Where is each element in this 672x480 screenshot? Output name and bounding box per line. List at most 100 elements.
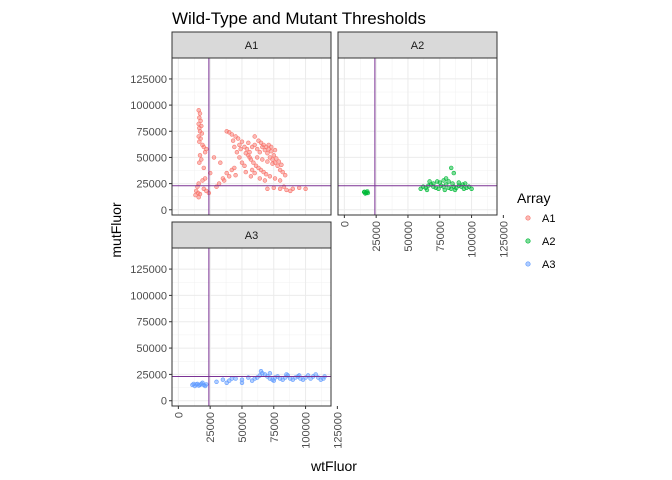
data-point bbox=[269, 144, 274, 150]
data-point bbox=[237, 155, 242, 160]
data-point bbox=[214, 379, 219, 384]
data-point bbox=[233, 376, 238, 381]
strip-A2 bbox=[337, 31, 498, 59]
data-point bbox=[216, 181, 222, 186]
data-point bbox=[202, 150, 208, 155]
strip-label: A1 bbox=[245, 40, 258, 52]
y-tick-label: 125000 bbox=[130, 264, 167, 276]
data-point bbox=[199, 131, 205, 136]
y-tick-label: 125000 bbox=[130, 74, 167, 86]
legend-item-A1: A1 bbox=[525, 213, 555, 225]
data-point bbox=[220, 377, 226, 382]
data-point bbox=[303, 186, 308, 192]
data-point bbox=[197, 160, 202, 165]
y-tick-label: 75000 bbox=[136, 126, 167, 138]
data-point bbox=[267, 371, 273, 376]
data-point bbox=[271, 153, 276, 158]
panels: A1 0 25000 50000 75000 100000 125000 A2 0 25000 50… bbox=[130, 31, 510, 449]
legend-key bbox=[525, 238, 531, 244]
y-tick-label: 100000 bbox=[130, 100, 167, 112]
data-point bbox=[277, 178, 283, 183]
data-point bbox=[211, 155, 217, 160]
data-point bbox=[283, 173, 288, 178]
data-point bbox=[222, 178, 227, 183]
data-point bbox=[442, 187, 447, 193]
data-point bbox=[246, 140, 251, 146]
data-point bbox=[446, 179, 451, 184]
data-point bbox=[234, 150, 240, 155]
data-point bbox=[313, 372, 318, 377]
data-point bbox=[280, 169, 285, 175]
data-point bbox=[233, 173, 238, 178]
data-point bbox=[272, 147, 278, 153]
legend-item-A3: A3 bbox=[525, 259, 555, 271]
legend-key bbox=[525, 215, 531, 221]
data-point bbox=[284, 372, 289, 377]
data-point bbox=[361, 189, 367, 195]
legend-label: A3 bbox=[542, 259, 555, 271]
data-point bbox=[197, 111, 203, 116]
data-point bbox=[243, 151, 249, 156]
data-point bbox=[239, 139, 245, 144]
data-point bbox=[235, 136, 241, 141]
data-point bbox=[469, 186, 474, 192]
data-point bbox=[265, 151, 270, 156]
data-point bbox=[436, 186, 441, 192]
data-point bbox=[197, 153, 203, 158]
data-point bbox=[452, 187, 458, 193]
data-point bbox=[252, 134, 257, 139]
data-point bbox=[365, 190, 371, 196]
data-point bbox=[197, 139, 202, 144]
data-point bbox=[193, 192, 198, 198]
legend-item-A2: A2 bbox=[525, 236, 555, 248]
y-tick-label: 100000 bbox=[130, 290, 167, 302]
data-point bbox=[269, 149, 274, 154]
data-point bbox=[284, 187, 289, 193]
x-tick-label: 0 bbox=[173, 412, 185, 418]
data-point bbox=[227, 130, 232, 135]
data-point bbox=[239, 160, 245, 165]
data-point bbox=[248, 174, 254, 179]
strip-label: A2 bbox=[411, 40, 424, 52]
data-point bbox=[201, 165, 207, 171]
data-point bbox=[237, 142, 242, 148]
x-tick-label: 75000 bbox=[435, 221, 447, 252]
y-tick-label: 25000 bbox=[136, 369, 167, 381]
data-point bbox=[271, 378, 276, 383]
data-point bbox=[443, 176, 449, 181]
legend-key bbox=[525, 261, 531, 267]
data-point bbox=[262, 178, 268, 183]
y-tick-label: 0 bbox=[161, 396, 167, 408]
data-point bbox=[239, 380, 245, 385]
data-point bbox=[270, 157, 275, 162]
data-point bbox=[232, 144, 237, 150]
data-point bbox=[197, 191, 203, 197]
y-tick-label: 50000 bbox=[136, 343, 167, 355]
data-point bbox=[424, 187, 430, 193]
legend-title: Array bbox=[517, 190, 550, 206]
data-point bbox=[252, 170, 257, 176]
data-point bbox=[257, 150, 262, 155]
data-point bbox=[230, 138, 236, 143]
data-point bbox=[198, 118, 203, 124]
panel-border bbox=[171, 247, 332, 407]
data-point bbox=[271, 185, 276, 191]
data-point bbox=[272, 176, 278, 181]
panel-border bbox=[171, 57, 332, 216]
legend-label: A1 bbox=[542, 213, 555, 225]
data-point bbox=[247, 155, 252, 160]
data-point bbox=[244, 146, 250, 152]
x-tick-label: 100000 bbox=[467, 221, 479, 258]
panel-border bbox=[337, 57, 498, 216]
panel-A2: A2 0 25000 50000 75000 100000 125000 bbox=[337, 31, 510, 258]
data-point bbox=[263, 172, 269, 177]
data-point bbox=[232, 165, 237, 171]
panel-A1: A1 0 25000 50000 75000 100000 125000 bbox=[130, 31, 332, 217]
strip-A3 bbox=[171, 221, 332, 249]
y-axis-title: mutFluor bbox=[108, 202, 124, 258]
data-point bbox=[275, 163, 280, 169]
data-point bbox=[277, 186, 283, 192]
x-tick-label: 50000 bbox=[403, 221, 415, 252]
data-point bbox=[238, 146, 243, 152]
